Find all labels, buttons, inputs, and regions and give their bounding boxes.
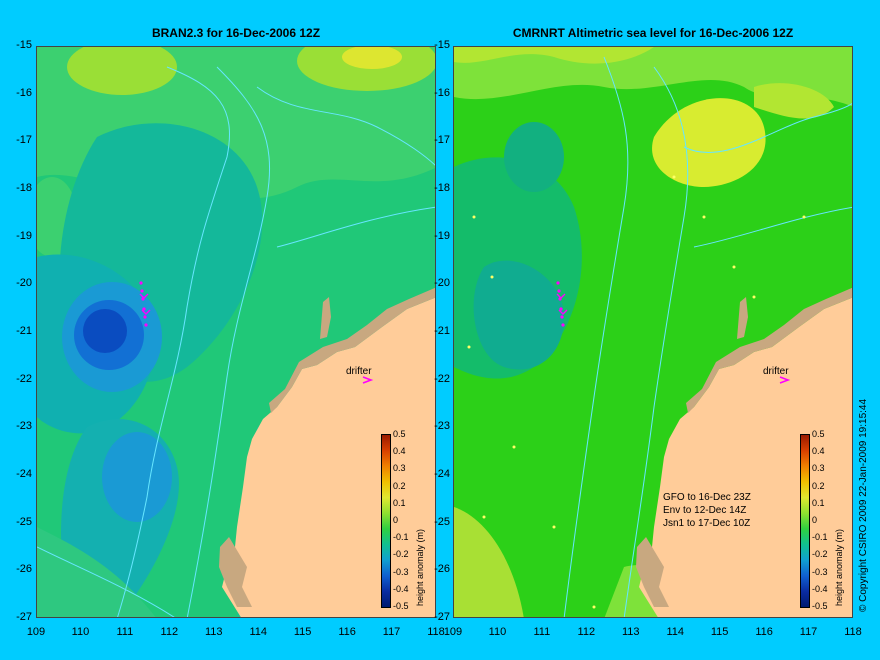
left-map-panel: [36, 46, 436, 618]
colorbar-tick-label: 0.5: [812, 429, 825, 439]
legend-item-jsn1: Jsn1 to 17-Dec 10Z: [663, 518, 751, 529]
right-map-title: CMRNRT Altimetric sea level for 16-Dec-2…: [512, 26, 794, 40]
x-tick-label: 111: [116, 626, 134, 638]
x-tick-label: 114: [249, 626, 267, 638]
y-tick-label: -19: [16, 229, 32, 242]
drifter-label-left: drifter: [346, 366, 372, 377]
y-tick-label: -20: [434, 277, 450, 290]
x-tick-label: 111: [533, 626, 551, 638]
colorbar-tick-label: 0.1: [393, 497, 406, 508]
y-tick-label: -26: [16, 563, 32, 576]
colorbar-gradient: [381, 434, 391, 608]
y-tick-label: -27: [16, 611, 32, 623]
x-tick-label: 113: [204, 626, 223, 638]
x-tick-label: 112: [577, 626, 596, 638]
colorbar-tick-label: -0.4: [812, 583, 828, 594]
y-tick-label: -22: [16, 372, 32, 385]
x-tick-label: 110: [488, 626, 507, 638]
x-tick-label: 118: [844, 626, 862, 638]
right-map-panel: [453, 46, 853, 618]
drifter-marker-right: [779, 376, 791, 384]
colorbar-tick-label: 0.4: [812, 446, 825, 457]
y-tick-label: -25: [434, 515, 450, 528]
colorbar-tick-label: -0.4: [393, 583, 409, 594]
y-tick-label: -21: [434, 325, 450, 337]
x-tick-label: 116: [338, 626, 356, 638]
y-tick-label: -18: [434, 182, 450, 194]
legend-item-gfo: GFO to 16-Dec 23Z: [663, 492, 751, 503]
x-tick-label: 118: [427, 626, 445, 638]
y-tick-label: -20: [16, 277, 32, 290]
colorbar-tick-label: 0.5: [393, 429, 406, 439]
colorbar-tick-label: 0: [393, 515, 399, 525]
x-tick-label: 109: [26, 626, 46, 638]
y-tick-label: -15: [16, 39, 32, 51]
y-tick-label: -15: [434, 39, 450, 51]
y-tick-label: -23: [16, 420, 32, 433]
y-tick-label: -23: [434, 420, 450, 433]
colorbar-title: height anomaly (m): [834, 528, 844, 606]
colorbar-tick-label: -0.5: [393, 601, 409, 611]
x-tick-label: 109: [443, 626, 463, 638]
y-tick-label: -19: [434, 229, 450, 242]
x-tick-label: 115: [293, 626, 312, 638]
x-tick-label: 116: [755, 626, 773, 638]
y-tick-label: -25: [16, 515, 32, 528]
colorbar-tick-label: 0: [812, 515, 818, 525]
x-tick-label: 115: [710, 626, 729, 638]
colorbar-tick-label: 0.3: [393, 463, 406, 474]
drifter-label-right: drifter: [763, 366, 789, 377]
y-tick-label: -18: [16, 182, 32, 194]
legend-item-env: Env to 12-Dec 14Z: [663, 505, 747, 516]
x-tick-label: 112: [160, 626, 179, 638]
colorbar-tick-label: -0.3: [812, 566, 828, 577]
colorbar-tick-label: -0.1: [393, 532, 409, 543]
drifter-track-right: [556, 281, 568, 327]
y-tick-label: -26: [434, 563, 450, 576]
copyright-text: © Copyright CSIRO 2009 22-Jan-2009 19:15…: [858, 398, 869, 612]
satellite-legend: GFO to 16-Dec 23Z Env to 12-Dec 14Z Jsn1…: [663, 491, 751, 530]
x-tick-label: 117: [382, 626, 401, 638]
colorbar-tick-label: -0.2: [393, 549, 409, 560]
colorbar-tick-label: 0.4: [393, 446, 406, 457]
colorbar-tick-label: 0.2: [393, 480, 406, 491]
y-tick-label: -24: [16, 468, 32, 480]
drifter-marker-left: [362, 376, 374, 384]
y-tick-label: -21: [16, 325, 32, 337]
colorbar-tick-label: -0.1: [812, 532, 828, 543]
x-tick-label: 110: [71, 626, 90, 638]
colorbar-tick-label: 0.3: [812, 463, 825, 474]
colorbar-title: height anomaly (m): [415, 528, 425, 606]
colorbar-tick-label: -0.5: [812, 601, 828, 611]
drifter-track-left: [139, 281, 151, 327]
bran-height-anomaly-field: [37, 47, 435, 617]
colorbar-tick-label: 0.2: [812, 480, 825, 491]
y-tick-label: -16: [16, 86, 32, 99]
colorbar-tick-label: -0.3: [393, 566, 409, 577]
colorbar-tick-label: -0.2: [812, 549, 828, 560]
y-tick-label: -27: [434, 611, 450, 623]
left-map-title: BRAN2.3 for 16-Dec-2006 12Z: [151, 26, 321, 40]
colorbar-tick-label: 0.1: [812, 497, 825, 508]
cmrnrt-height-anomaly-field: [454, 47, 852, 617]
x-tick-label: 117: [799, 626, 818, 638]
y-tick-label: -16: [434, 86, 450, 99]
y-tick-label: -17: [434, 134, 450, 147]
y-tick-label: -24: [434, 468, 450, 480]
colorbar-gradient: [800, 434, 810, 608]
x-tick-label: 114: [666, 626, 684, 638]
x-tick-label: 113: [621, 626, 640, 638]
y-tick-label: -17: [16, 134, 32, 147]
y-tick-label: -22: [434, 372, 450, 385]
